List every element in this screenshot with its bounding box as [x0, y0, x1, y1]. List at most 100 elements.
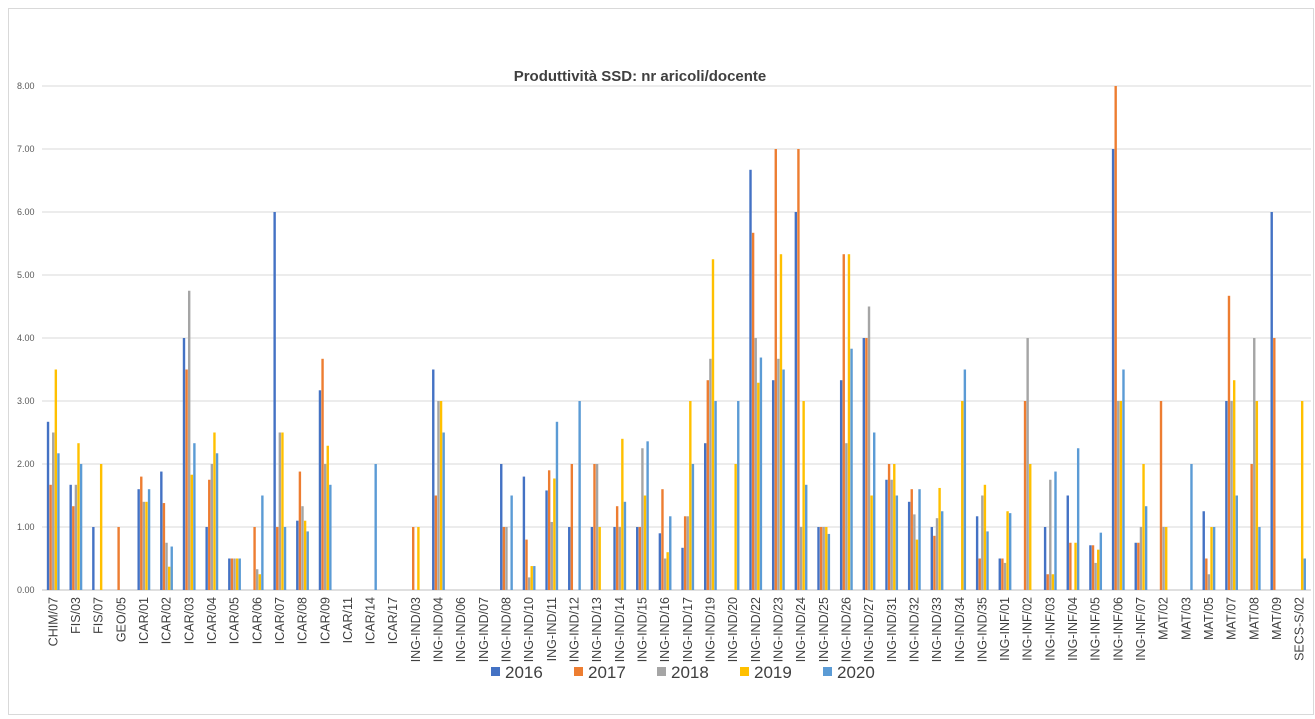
bar-2019: [621, 438, 624, 590]
bar-2017: [661, 489, 664, 590]
bar-2020: [782, 369, 785, 590]
bar-2016: [522, 476, 526, 590]
x-axis-labels: CHIM/07 FIS/03 FIS/07 GEO/05 ICAR/01 ICAR/02 I…: [46, 597, 1306, 662]
x-tick-label: ING-IND/25: [817, 597, 831, 662]
bar-2019: [870, 495, 873, 590]
bar-2017: [140, 476, 143, 590]
bar-2017: [162, 503, 166, 590]
bar-2020: [895, 495, 899, 590]
bar-2020: [805, 484, 808, 590]
legend: 2016 2017 2018 2019 2020: [491, 663, 875, 682]
bar-2018: [165, 542, 168, 590]
bar-2016: [930, 527, 933, 590]
bar-2017: [1069, 542, 1072, 590]
bar-2020: [1303, 558, 1306, 590]
bar-2019: [235, 558, 239, 590]
bar-2019: [167, 566, 171, 590]
x-tick-label: ING-IND/22: [749, 597, 763, 662]
bars: [46, 86, 1306, 591]
bar-2019: [938, 487, 941, 590]
y-tick-label: 4.00: [17, 333, 35, 343]
legend-swatch: [823, 667, 832, 676]
bar-2017: [321, 358, 324, 590]
x-tick-label: ICAR/06: [250, 597, 264, 644]
x-tick-label: SECS-S/02: [1293, 597, 1307, 661]
bar-2017: [1205, 558, 1208, 590]
bar-2017: [1091, 545, 1095, 590]
x-tick-label: MAT/03: [1179, 597, 1193, 640]
bar-2020: [1008, 513, 1012, 590]
bar-2020: [918, 489, 921, 590]
x-tick-label: GEO/05: [114, 597, 128, 642]
bar-2017: [819, 527, 823, 590]
bar-2017: [865, 338, 868, 590]
bar-2018: [1026, 338, 1029, 590]
x-tick-label: ING-IND/13: [590, 597, 604, 662]
x-tick-label: ING-INF/06: [1111, 597, 1125, 661]
bar-2016: [1202, 511, 1205, 590]
bar-2016: [1089, 545, 1092, 590]
bar-2018: [1049, 479, 1052, 590]
x-tick-label: MAT/02: [1157, 597, 1171, 640]
bar-2019: [1232, 380, 1236, 590]
bar-2016: [998, 558, 1001, 590]
bar-2017: [230, 558, 234, 590]
bar-2017: [1273, 338, 1276, 590]
bar-2016: [703, 443, 707, 590]
bar-2019: [326, 445, 329, 590]
bar-2016: [182, 338, 186, 590]
bar-2020: [873, 432, 876, 590]
bar-2017: [547, 470, 551, 590]
x-tick-label: CHIM/07: [46, 597, 60, 646]
bar-2019: [303, 520, 307, 590]
bar-2020: [850, 348, 853, 590]
x-tick-label: ICAR/05: [228, 597, 242, 644]
x-tick-label: ING-IND/07: [477, 597, 491, 662]
bar-2018: [1207, 574, 1211, 590]
x-tick-label: ING-IND/16: [658, 597, 672, 662]
bar-2016: [545, 490, 548, 590]
bar-2017: [638, 527, 642, 590]
bar-2020: [283, 527, 287, 590]
bar-2020: [193, 443, 196, 590]
legend-swatch: [740, 667, 749, 676]
bar-2020: [555, 421, 559, 590]
bar-2016: [885, 479, 888, 590]
bar-2017: [502, 527, 506, 590]
x-tick-label: ING-IND/33: [930, 597, 944, 662]
bar-2020: [147, 489, 151, 590]
bar-2020: [57, 453, 60, 590]
bar-2016: [568, 527, 571, 590]
x-tick-label: MAT/09: [1270, 597, 1284, 640]
bar-2016: [1134, 542, 1137, 590]
bar-2016: [137, 489, 140, 590]
y-tick-label: 8.00: [17, 81, 35, 91]
bar-2017: [1137, 542, 1140, 590]
x-tick-label: ING-IND/08: [500, 597, 514, 662]
bar-2020: [986, 531, 989, 590]
bar-2018: [867, 306, 871, 590]
bar-2019: [893, 464, 896, 590]
x-tick-label: ING-IND/35: [975, 597, 989, 662]
y-tick-label: 3.00: [17, 396, 35, 406]
chart-frame: [8, 8, 1314, 715]
bar-2019: [1006, 511, 1009, 590]
bar-2017: [276, 527, 279, 590]
x-tick-label: ING-IND/27: [862, 597, 876, 662]
bar-2019: [802, 401, 805, 590]
bar-2016: [1043, 527, 1047, 590]
bar-2019: [643, 495, 647, 590]
bar-2019: [689, 401, 692, 590]
bar-2020: [737, 401, 740, 590]
bar-2017: [910, 489, 913, 590]
bar-2020: [1212, 527, 1216, 590]
bar-2017: [593, 464, 596, 590]
bar-2020: [374, 464, 377, 590]
bar-2016: [613, 527, 616, 590]
bar-2018: [187, 290, 191, 590]
bar-2017: [253, 527, 256, 590]
bar-2017: [706, 380, 709, 590]
bar-2018: [754, 338, 757, 590]
bar-2016: [1225, 401, 1228, 590]
bar-2017: [774, 149, 777, 590]
